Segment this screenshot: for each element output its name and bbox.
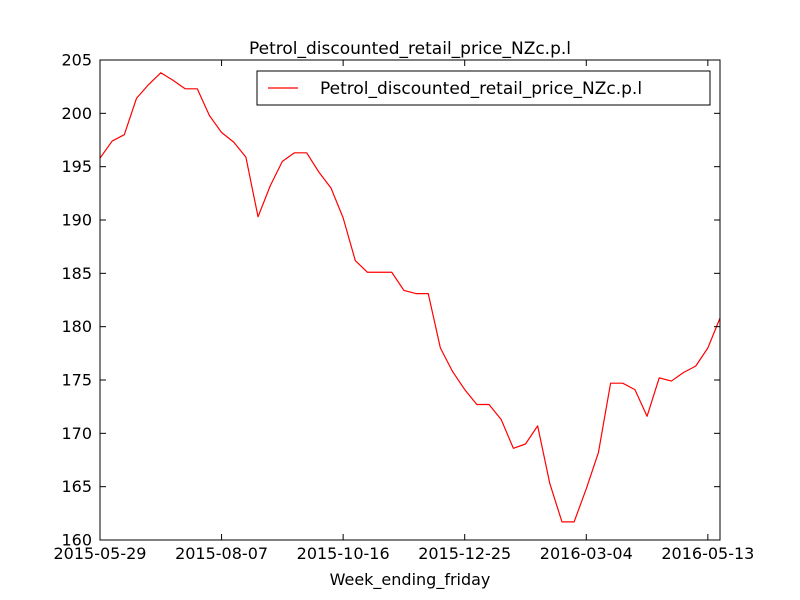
y-axis: 160 165 170 175 180 185 190 195 200 205: [61, 51, 720, 550]
x-tick-label: 2015-10-16: [297, 544, 390, 563]
y-tick-label: 200: [61, 104, 92, 123]
x-axis-label: Week_ending_friday: [330, 570, 491, 590]
plot-area: [99, 72, 721, 523]
x-tick-label: 2016-05-13: [661, 544, 754, 563]
series-line-0: [99, 72, 721, 523]
y-tick-label: 185: [61, 264, 92, 283]
legend-label: Petrol_discounted_retail_price_NZc.p.l: [320, 79, 642, 99]
y-tick-label: 195: [61, 157, 92, 176]
chart-title: Petrol_discounted_retail_price_NZc.p.l: [249, 39, 571, 59]
x-tick-label: 2016-03-04: [540, 544, 633, 563]
y-tick-label: 175: [61, 371, 92, 390]
y-tick-label: 205: [61, 51, 92, 70]
y-tick-label: 170: [61, 424, 92, 443]
plot-frame: [99, 59, 721, 541]
x-tick-label: 2015-05-29: [54, 544, 147, 563]
y-tick-label: 190: [61, 211, 92, 230]
y-tick-label: 180: [61, 317, 92, 336]
x-tick-label: 2015-08-07: [175, 544, 268, 563]
x-tick-label: 2015-12-25: [418, 544, 511, 563]
y-tick-label: 160: [61, 531, 92, 550]
legend: Petrol_discounted_retail_price_NZc.p.l: [256, 70, 711, 106]
x-axis: 2015-05-29 2015-08-07 2015-10-16 2015-12-25…: [54, 60, 754, 563]
y-tick-label: 165: [61, 477, 92, 496]
legend-box: [256, 70, 711, 106]
